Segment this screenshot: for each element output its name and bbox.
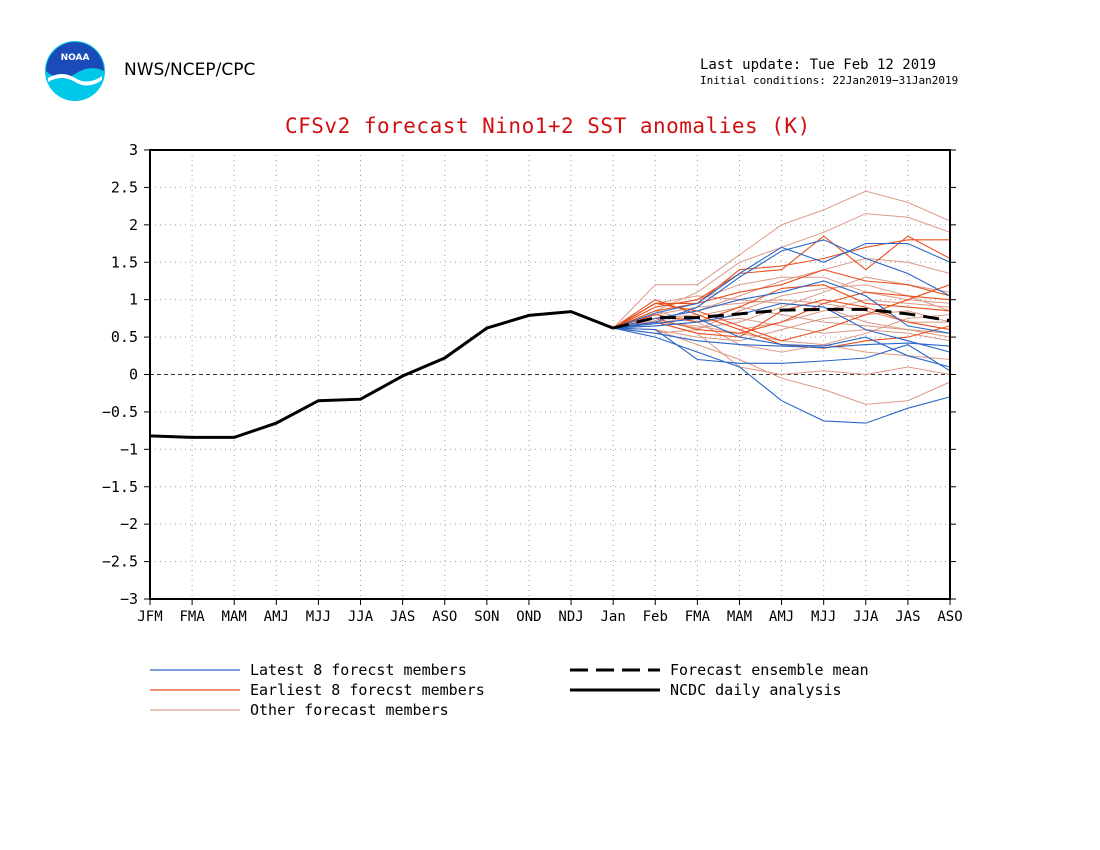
member-line-earliest	[612, 284, 951, 342]
y-tick-label: 0.5	[111, 328, 138, 346]
y-tick-label: 1.5	[111, 253, 138, 271]
x-tick-label: JFM	[137, 609, 162, 625]
x-tick-label: MAM	[222, 609, 247, 625]
y-tick-label: −1.5	[102, 478, 138, 496]
legend-lines	[150, 668, 660, 711]
x-tick-label: JAS	[390, 609, 415, 625]
y-tick-label: 2.5	[111, 178, 138, 196]
y-tick-label: −1	[120, 440, 138, 458]
agency-label: NWS/NCEP/CPC	[124, 60, 256, 80]
ensemble-mean-line	[612, 307, 951, 330]
member-line-earliest	[612, 235, 951, 329]
y-tick-label: −2	[120, 515, 138, 533]
x-tick-label: JJA	[853, 609, 879, 625]
noaa-logo: NOAA	[45, 41, 105, 101]
x-tick-label: FMA	[685, 609, 711, 625]
axis-layer: −3 −2.5 −2 −1.5 −1 −0.5 0 0.5 1 1.5 2 2.5 3 JFM FMA MAM…	[102, 141, 963, 625]
x-tick-label: SON	[474, 609, 499, 625]
y-tick-label: −3	[120, 590, 138, 608]
x-tick-label: JAS	[895, 609, 920, 625]
analysis-line	[149, 310, 614, 439]
y-tick-label: −0.5	[102, 403, 138, 421]
x-tick-label: NDJ	[558, 609, 583, 625]
member-line-earliest	[612, 239, 950, 329]
member-line-latest	[613, 242, 951, 329]
x-tick-label: MJJ	[306, 609, 331, 625]
y-tick-label: −2.5	[102, 553, 138, 571]
chart-title: CFSv2 forecast Nino1+2 SST anomalies (K)	[285, 114, 811, 138]
legend-label-analysis: NCDC daily analysis	[670, 681, 842, 699]
member-line-other	[612, 190, 951, 329]
y-tick-label: 3	[129, 141, 138, 159]
x-tick-label: ASO	[937, 609, 962, 625]
initial-conditions: Initial conditions: 22Jan2019−31Jan2019	[700, 74, 959, 87]
x-tick-label: ASO	[432, 609, 457, 625]
x-tick-label: JJA	[348, 609, 374, 625]
member-line-latest	[613, 327, 951, 424]
member-line-other	[613, 327, 951, 405]
legend-label-mean: Forecast ensemble mean	[670, 661, 869, 679]
y-tick-label: 2	[129, 216, 138, 234]
logo-text: NOAA	[61, 53, 90, 63]
x-tick-label: MJJ	[811, 609, 836, 625]
last-update: Last update: Tue Feb 12 2019	[700, 57, 937, 73]
member-line-other	[613, 299, 950, 329]
member-line-latest	[613, 327, 951, 349]
x-tick-label: FMA	[179, 609, 205, 625]
member-line-other	[613, 276, 951, 329]
member-line-other	[613, 310, 951, 342]
grid-layer	[150, 150, 950, 599]
member-line-other	[613, 310, 951, 353]
analysis-line-group	[149, 307, 951, 439]
y-tick-label: 1	[129, 291, 138, 309]
x-tick-label: AMJ	[264, 609, 289, 625]
member-line-latest	[613, 302, 951, 353]
x-tick-label: AMJ	[769, 609, 794, 625]
legend-label-earliest: Earliest 8 forecst members	[250, 681, 485, 699]
x-tick-label: Feb	[643, 609, 668, 625]
x-tick-label: OND	[516, 609, 541, 625]
legend-label-other: Other forecast members	[250, 701, 449, 719]
legend-label-latest: Latest 8 forecst members	[250, 661, 467, 679]
member-line-latest	[613, 317, 951, 368]
member-line-earliest	[612, 269, 951, 329]
y-tick-label: 0	[129, 366, 138, 384]
member-line-other	[613, 306, 951, 334]
member-line-latest	[613, 280, 951, 334]
x-tick-label: MAM	[727, 609, 752, 625]
x-tick-label: Jan	[601, 609, 626, 625]
